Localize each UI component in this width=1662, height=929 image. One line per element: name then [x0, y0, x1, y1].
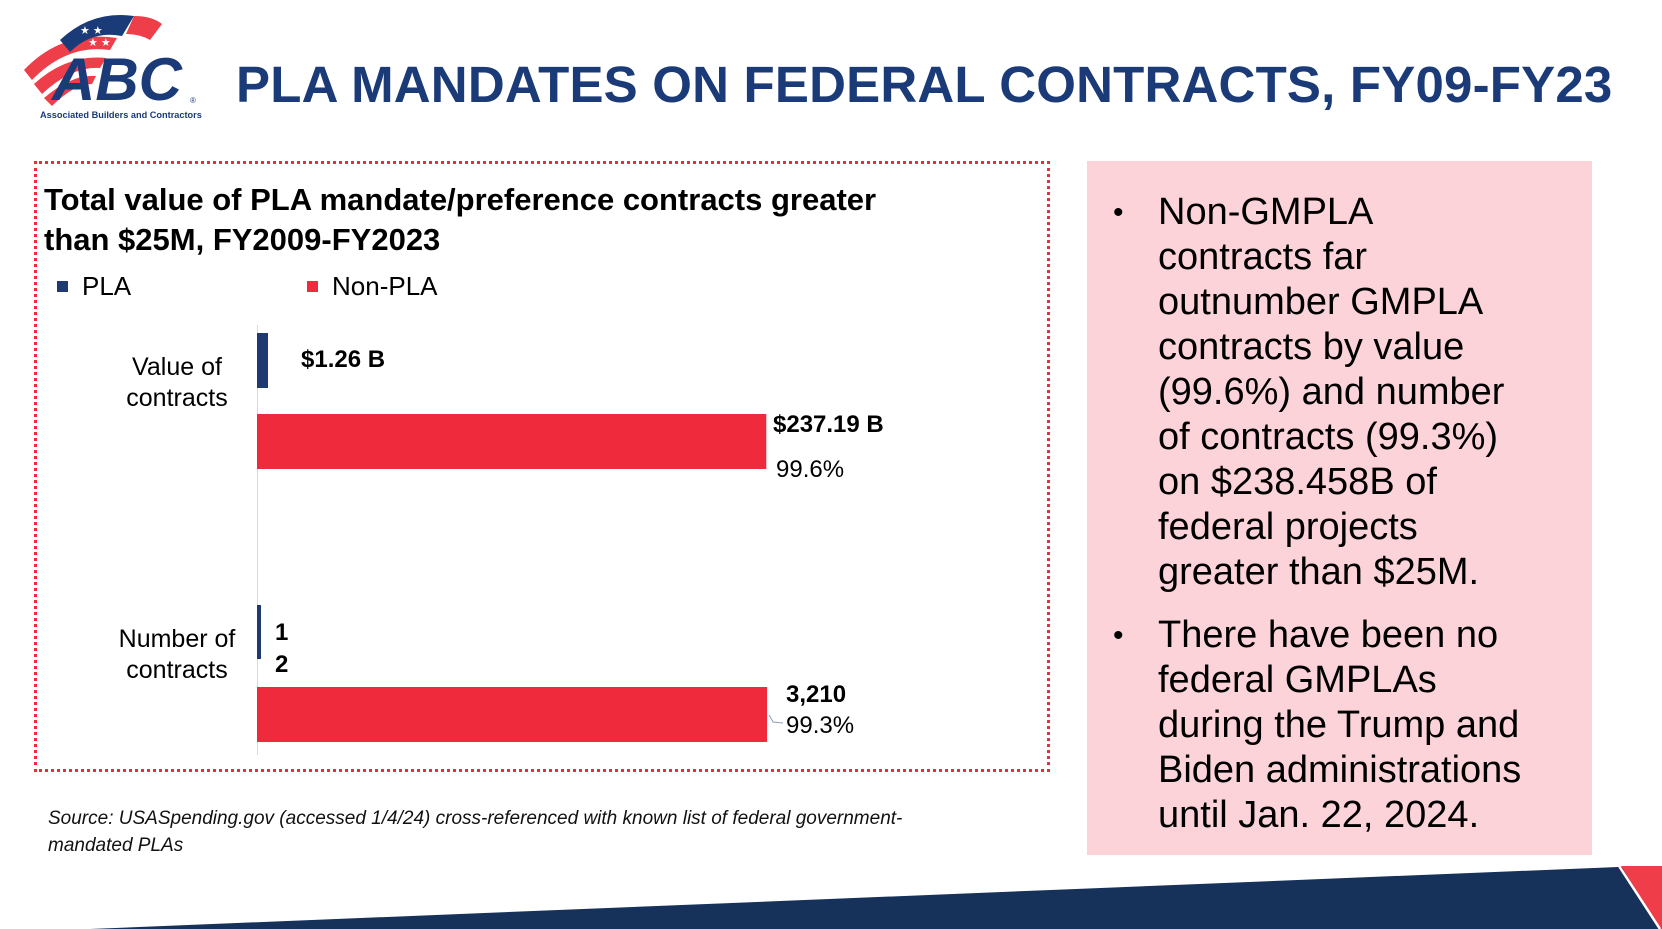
finding-line: of contracts (99.3%) [1158, 416, 1499, 458]
finding-line: federal GMPLAs [1158, 659, 1437, 701]
legend-item-pla: PLA [57, 271, 131, 302]
finding-line: outnumber GMPLA [1158, 281, 1484, 323]
legend-label-non-pla: Non-PLA [332, 271, 438, 301]
leader-line [768, 714, 784, 724]
logo-registered: ® [190, 96, 196, 105]
bar-non-pla [257, 687, 768, 742]
logo-text: ABC [50, 46, 184, 113]
chart-title-line: Total value of PLA mandate/preference co… [44, 182, 877, 217]
finding-line: during the Trump and [1158, 704, 1520, 746]
source-note: Source: USASpending.gov (accessed 1/4/24… [48, 808, 903, 856]
finding-line: contracts by value [1158, 326, 1465, 368]
logo-subtitle: Associated Builders and Contractors [40, 110, 202, 120]
category-label: Value of [132, 353, 222, 381]
finding-line: Non-GMPLA [1158, 191, 1374, 233]
page-title: PLA MANDATES ON FEDERAL CONTRACTS, FY09-… [236, 56, 1613, 113]
legend-swatch-pla [57, 281, 68, 292]
share-label-non-pla: 99.6% [776, 456, 844, 483]
key-findings-panel: • Non-GMPLA contracts far outnumber GMPLA c… [1087, 161, 1592, 855]
chart-title-line: than $25M, FY2009-FY2023 [44, 222, 441, 257]
finding-line: Biden administrations [1158, 749, 1522, 791]
category-label: Number of [119, 625, 236, 653]
chart-frame [34, 161, 1050, 772]
data-label-non-pla: $237.19 B [773, 411, 884, 438]
svg-text:★ ★: ★ ★ [88, 37, 111, 49]
bullet-icon: • [1113, 619, 1124, 652]
finding-line: contracts far [1158, 236, 1368, 278]
data-label-pla: 2 [275, 651, 288, 678]
data-label-pla: 1 [275, 619, 288, 646]
finding-line: (99.6%) and number [1158, 371, 1505, 413]
abc-logo: ★ ★ ★ ★ ABC ® Associated Builders and Co… [24, 15, 202, 120]
finding-line: federal projects [1158, 506, 1418, 548]
finding-line: on $238.458B of [1158, 461, 1437, 503]
category-label: contracts [126, 656, 227, 684]
data-label-pla: $1.26 B [301, 346, 385, 373]
svg-text:★ ★: ★ ★ [80, 25, 103, 37]
legend-label-pla: PLA [82, 271, 132, 301]
bar-pla [257, 605, 261, 659]
finding-line: greater than $25M. [1158, 551, 1480, 593]
finding-text-2: There have been no federal GMPLAs during t… [1158, 613, 1578, 838]
finding-text-1: Non-GMPLA contracts far outnumber GMPLA con… [1158, 190, 1578, 595]
data-label-non-pla: 3,210 [786, 681, 846, 708]
finding-line: There have been no [1158, 614, 1499, 656]
bar-non-pla [257, 414, 767, 469]
legend-swatch-non-pla [307, 281, 318, 292]
legend-item-non-pla: Non-PLA [307, 271, 438, 302]
chart-title: Total value of PLA mandate/preference co… [44, 180, 1004, 260]
share-label-non-pla: 99.3% [786, 712, 854, 739]
bar-pla [257, 333, 268, 388]
flag-swoosh-icon: ★ ★ ★ ★ [24, 15, 162, 106]
category-label: contracts [126, 384, 227, 412]
finding-line: until Jan. 22, 2024. [1158, 794, 1480, 836]
bullet-icon: • [1113, 196, 1124, 229]
